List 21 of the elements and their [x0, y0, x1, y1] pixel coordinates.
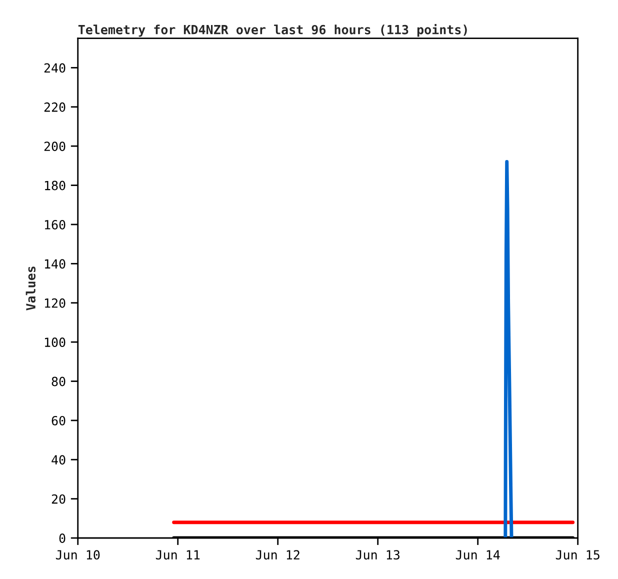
y-tick-label: 60 — [52, 416, 66, 426]
chart-title: Telemetry for KD4NZR over last 96 hours (113 points) — [78, 24, 467, 37]
y-tick-label: 40 — [52, 455, 66, 465]
y-tick-label: 160 — [44, 220, 66, 230]
y-tick-label: 200 — [44, 142, 66, 152]
y-tick-label: 180 — [44, 180, 66, 190]
y-tick-label: 100 — [44, 338, 66, 348]
y-tick-label: 20 — [52, 494, 66, 504]
x-tick-label: Jun 13 — [356, 550, 400, 560]
x-tick-label: Jun 12 — [256, 550, 300, 560]
y-axis-title: Values — [26, 266, 36, 310]
y-tick-label: 120 — [44, 298, 66, 308]
x-tick-label: Jun 10 — [56, 550, 100, 560]
x-tick-label: Jun 15 — [556, 550, 600, 560]
y-tick-label: 0 — [59, 534, 66, 543]
y-tick-label: 240 — [44, 63, 66, 73]
y-tick-label: 80 — [52, 376, 66, 386]
y-tick-label: 220 — [44, 102, 66, 112]
y-tick-label: 140 — [44, 259, 66, 269]
x-tick-label: Jun 11 — [156, 550, 200, 560]
x-tick-label: Jun 14 — [456, 550, 500, 560]
